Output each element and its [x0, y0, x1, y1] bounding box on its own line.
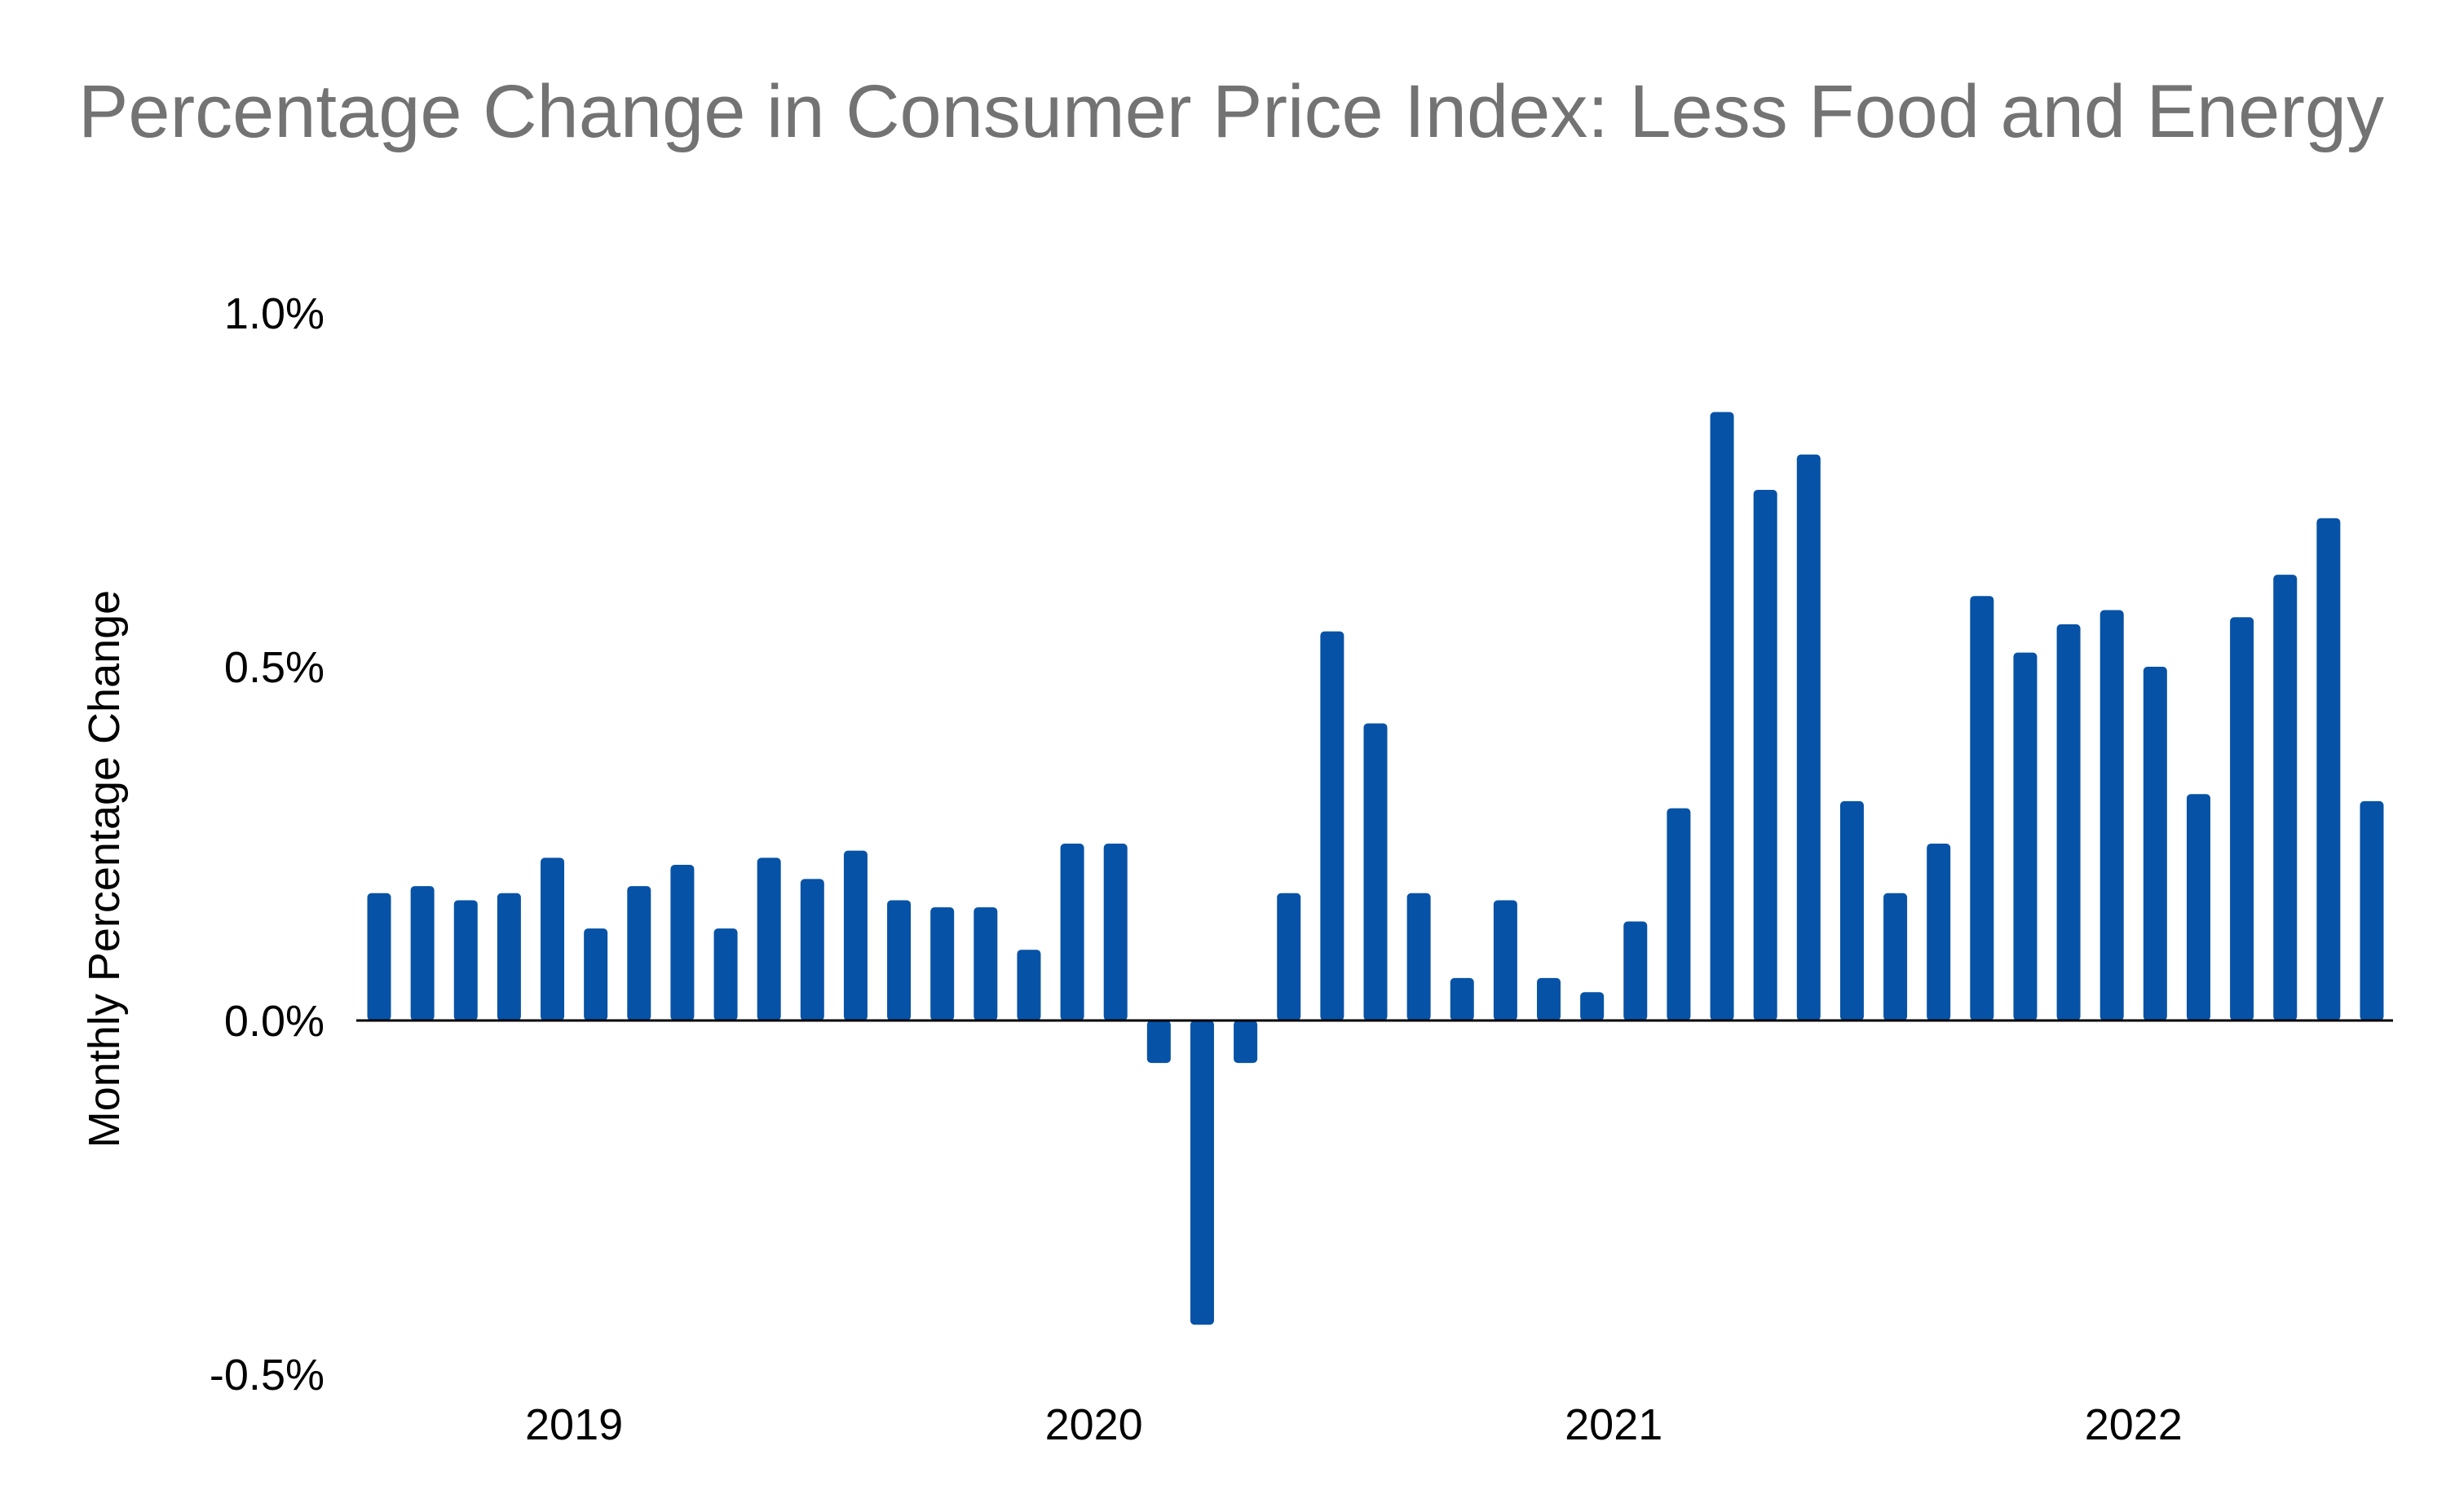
bar-aug-2021	[1883, 893, 1908, 1020]
bar-dec-2020	[1537, 977, 1561, 1020]
bar-apr-2019	[670, 865, 695, 1020]
bar-jul-2019	[800, 879, 824, 1020]
bar-apr-2020	[1190, 1020, 1214, 1325]
bar-oct-2021	[1970, 596, 1994, 1020]
bar-dec-2021	[2056, 624, 2081, 1020]
bar-aug-2020	[1363, 723, 1388, 1020]
bar-oct-2018	[410, 886, 435, 1020]
bar-may-2020	[1234, 1020, 1258, 1064]
bar-feb-2019	[584, 928, 608, 1020]
bar-nov-2019	[974, 907, 998, 1020]
bar-sep-2020	[1406, 893, 1431, 1020]
bar-mar-2021	[1667, 808, 1691, 1020]
bar-feb-2021	[1623, 921, 1648, 1020]
bar-may-2021	[1753, 490, 1777, 1020]
bar-jul-2022	[2360, 800, 2384, 1020]
x-tick-label: 2019	[525, 1400, 623, 1449]
bar-sep-2018	[367, 893, 391, 1020]
bar-jan-2019	[541, 857, 565, 1020]
bar-jun-2021	[1796, 454, 1821, 1020]
y-axis-ticks: 1.0% 0.5% 0.0% -0.5%	[210, 289, 325, 1400]
bar-jul-2021	[1839, 800, 1864, 1020]
bar-apr-2022	[2230, 617, 2254, 1020]
y-tick-label: 1.0%	[224, 289, 325, 338]
bar-jun-2019	[757, 857, 781, 1020]
x-tick-label: 2021	[1565, 1400, 1662, 1449]
bar-jun-2022	[2316, 518, 2341, 1020]
bar-nov-2018	[453, 900, 478, 1020]
bar-feb-2020	[1103, 844, 1128, 1020]
bar-dec-2018	[497, 893, 521, 1020]
bar-sep-2021	[1927, 844, 1951, 1020]
y-tick-label: 0.5%	[224, 643, 325, 692]
bar-feb-2022	[2143, 667, 2167, 1020]
bar-aug-2019	[843, 850, 868, 1020]
bar-mar-2020	[1146, 1020, 1171, 1064]
chart-title: Percentage Change in Consumer Price Inde…	[78, 70, 2385, 153]
bar-may-2019	[713, 928, 738, 1020]
x-tick-label: 2022	[2085, 1400, 2183, 1449]
bar-jan-2020	[1060, 844, 1084, 1020]
bar-mar-2022	[2186, 794, 2210, 1020]
bar-jan-2021	[1580, 992, 1605, 1020]
x-tick-label: 2020	[1045, 1400, 1143, 1449]
y-tick-label: -0.5%	[210, 1351, 325, 1400]
bar-jan-2022	[2099, 610, 2124, 1020]
bar-may-2022	[2273, 575, 2298, 1020]
bar-dec-2019	[1017, 950, 1041, 1020]
y-tick-label: 0.0%	[224, 997, 325, 1046]
bar-jul-2020	[1320, 631, 1344, 1020]
bar-mar-2019	[627, 886, 651, 1020]
bar-oct-2019	[930, 907, 955, 1020]
bar-apr-2021	[1710, 412, 1734, 1020]
bar-nov-2021	[2013, 652, 2038, 1020]
bar-nov-2020	[1493, 900, 1517, 1020]
bar-oct-2020	[1450, 977, 1474, 1020]
bar-sep-2019	[887, 900, 912, 1020]
bars-group	[367, 412, 2384, 1325]
bar-jun-2020	[1277, 893, 1301, 1020]
x-axis-ticks: 2019 2020 2021 2022	[525, 1400, 2183, 1449]
